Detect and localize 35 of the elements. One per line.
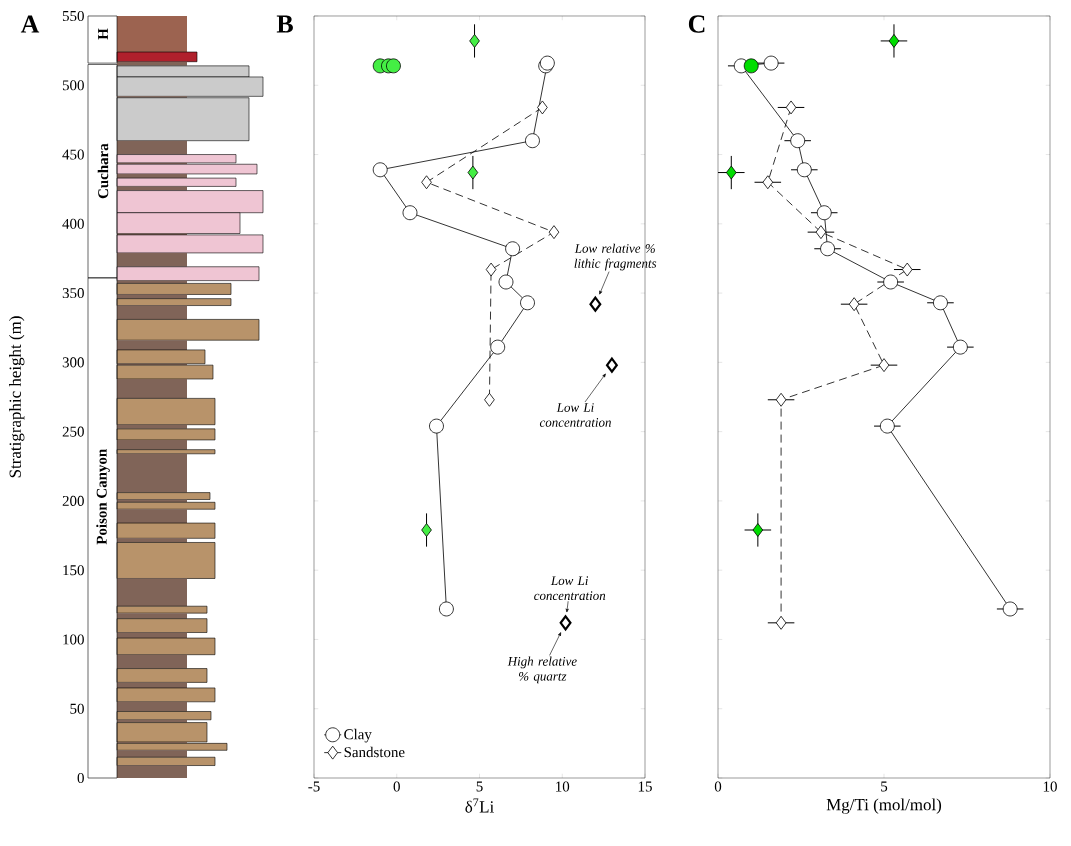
y-tick-label: 300 xyxy=(62,357,84,368)
chart-title: C xyxy=(688,15,705,33)
legend-label: Sandstone xyxy=(344,746,405,758)
x-tick-label: 0 xyxy=(393,781,400,792)
y-tick-label: 100 xyxy=(63,634,84,645)
annotation: High relative % quartz xyxy=(507,656,577,684)
x-tick-label: 10 xyxy=(1043,781,1057,792)
x-tick-label: 5 xyxy=(476,781,483,792)
y-tick-label: 550 xyxy=(62,10,84,22)
x-axis-title: Mg/Ti (mol/mol) xyxy=(826,798,942,814)
annotation: Low Li concentration xyxy=(539,403,611,427)
x-tick-label: 0 xyxy=(714,781,722,792)
annotation: Low Li concentration xyxy=(534,576,606,601)
y-tick-label: 150 xyxy=(63,565,84,576)
x-tick-label: 10 xyxy=(556,781,570,792)
chart-title: A xyxy=(20,15,40,33)
y-tick-label: 450 xyxy=(62,149,84,160)
y-axis-title: Stratigraphic height (m) xyxy=(9,316,25,478)
text: Cuchara xyxy=(97,143,109,199)
legend-label: Clay xyxy=(344,728,372,743)
y-tick-label: 400 xyxy=(62,218,84,229)
text: H xyxy=(98,28,108,40)
y-tick-label: 0 xyxy=(77,772,84,784)
y-tick-label: 50 xyxy=(70,703,84,714)
y-tick-label: 200 xyxy=(62,495,84,506)
y-tick-label: 500 xyxy=(62,80,84,91)
chart-title: B xyxy=(276,15,293,33)
x-axis-title: δ$^{7}$Li xyxy=(465,798,494,813)
x-tick-label: 15 xyxy=(638,781,652,792)
text: Poison Canyon xyxy=(96,449,110,545)
x-tick-label: -5 xyxy=(308,781,320,792)
y-tick-label: 350 xyxy=(62,288,84,299)
x-tick-label: 5 xyxy=(881,781,888,792)
annotation: Low relative % lithic fragments xyxy=(574,243,657,271)
y-tick-label: 250 xyxy=(62,426,84,437)
